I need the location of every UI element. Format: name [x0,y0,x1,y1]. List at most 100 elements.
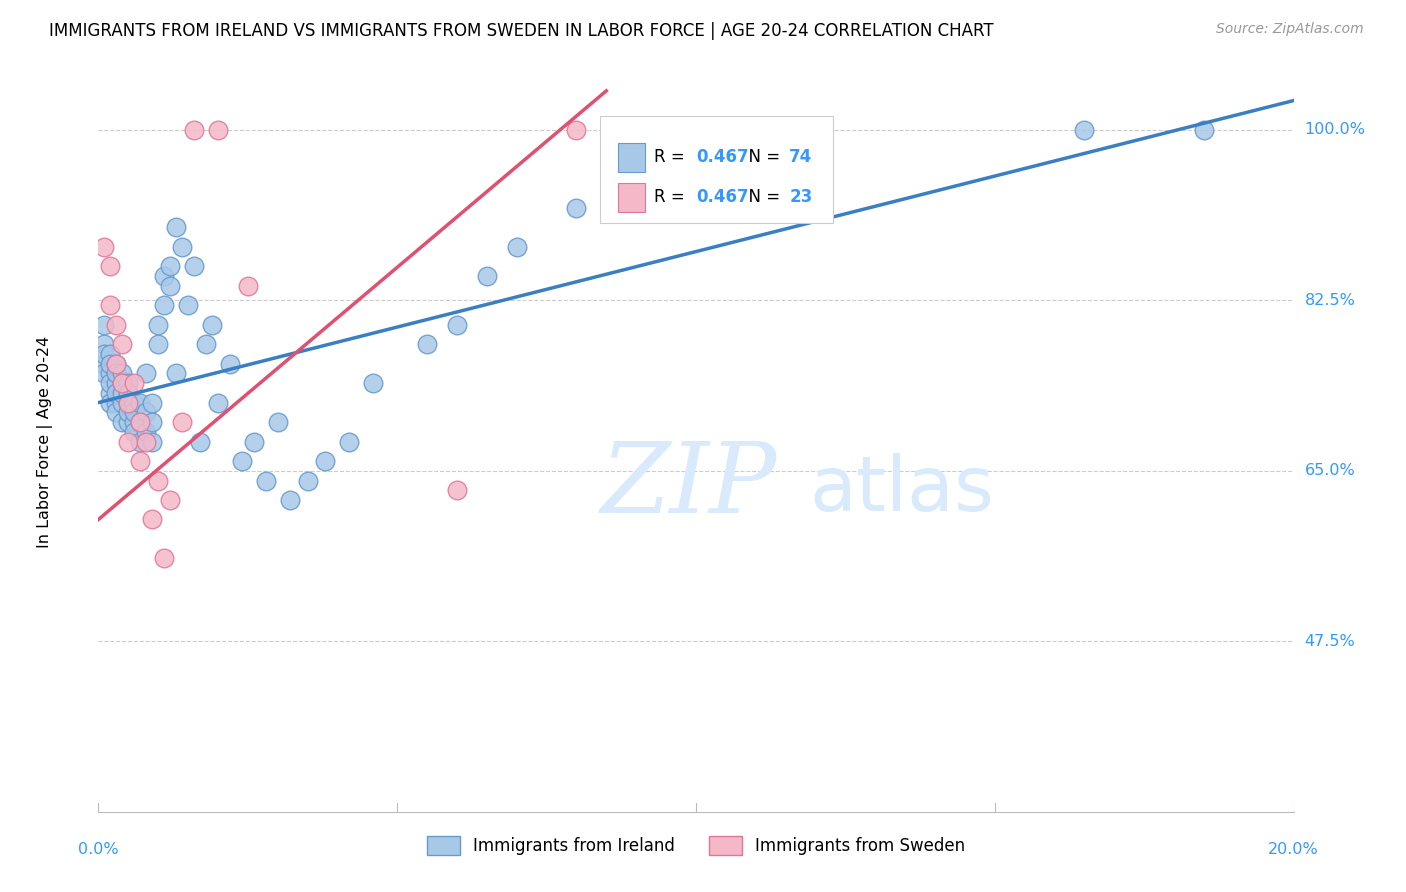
Text: IMMIGRANTS FROM IRELAND VS IMMIGRANTS FROM SWEDEN IN LABOR FORCE | AGE 20-24 COR: IMMIGRANTS FROM IRELAND VS IMMIGRANTS FR… [49,22,994,40]
Point [93,337,115,351]
Point [105,357,128,371]
Point [111,337,134,351]
Point [475,268,498,283]
Point [148,318,170,332]
Point [565,201,588,215]
Text: 65.0%: 65.0% [1305,463,1355,478]
Point [111,376,134,390]
Point [93,318,115,332]
Point [105,318,128,332]
Point [135,405,157,419]
Point [297,474,319,488]
Point [117,415,139,429]
Point [124,415,146,429]
Point [153,268,176,283]
Point [506,240,529,254]
Point [148,474,170,488]
Point [626,171,648,186]
Text: atlas: atlas [810,452,994,526]
Point [183,259,205,273]
Point [98,298,122,312]
Point [565,123,588,137]
Point [124,425,146,439]
Point [153,551,176,566]
Point [93,240,115,254]
Point [124,395,146,409]
Point [129,415,152,429]
Point [745,123,768,137]
Text: 23: 23 [789,188,813,206]
Point [93,347,115,361]
Point [105,367,128,381]
Point [201,318,224,332]
Point [172,415,194,429]
Point [111,367,134,381]
Point [141,512,163,526]
Point [129,395,152,409]
Point [117,395,139,409]
Point [98,367,122,381]
Point [177,298,200,312]
Point [172,240,194,254]
Text: R =: R = [654,148,690,167]
Point [315,454,337,468]
Point [446,483,468,498]
Point [188,434,211,449]
Point [135,434,157,449]
Point [105,385,128,400]
Point [339,434,361,449]
Text: 0.467: 0.467 [696,188,748,206]
Point [278,493,301,508]
Point [93,367,115,381]
Point [98,385,122,400]
Point [124,376,146,390]
Point [236,278,259,293]
Point [183,123,205,137]
Point [363,376,385,390]
Point [129,454,152,468]
Text: 0.0%: 0.0% [79,842,118,857]
Point [159,278,181,293]
Point [1073,123,1095,137]
Point [141,434,163,449]
Point [207,395,229,409]
Point [165,220,187,235]
Point [135,367,157,381]
Point [207,123,229,137]
Point [98,395,122,409]
Legend: Immigrants from Ireland, Immigrants from Sweden: Immigrants from Ireland, Immigrants from… [426,836,966,855]
Point [105,395,128,409]
Point [129,415,152,429]
Point [195,337,218,351]
Point [124,405,146,419]
Point [219,357,242,371]
Point [243,434,266,449]
Text: N =: N = [738,148,785,167]
Point [231,454,253,468]
FancyBboxPatch shape [619,144,644,171]
Text: 47.5%: 47.5% [1305,633,1355,648]
Point [117,405,139,419]
Point [98,259,122,273]
Point [98,357,122,371]
Point [446,318,468,332]
Point [111,385,134,400]
Text: ZIP: ZIP [600,438,776,533]
Point [254,474,277,488]
Point [117,395,139,409]
Point [267,415,290,429]
Point [129,434,152,449]
FancyBboxPatch shape [619,184,644,211]
Point [135,425,157,439]
Point [111,415,134,429]
Point [153,298,176,312]
Point [141,415,163,429]
Text: Source: ZipAtlas.com: Source: ZipAtlas.com [1216,22,1364,37]
Text: R =: R = [654,188,690,206]
Point [1192,123,1215,137]
Point [159,493,181,508]
Text: 20.0%: 20.0% [1268,842,1319,857]
Point [111,376,134,390]
Point [93,357,115,371]
Point [117,376,139,390]
